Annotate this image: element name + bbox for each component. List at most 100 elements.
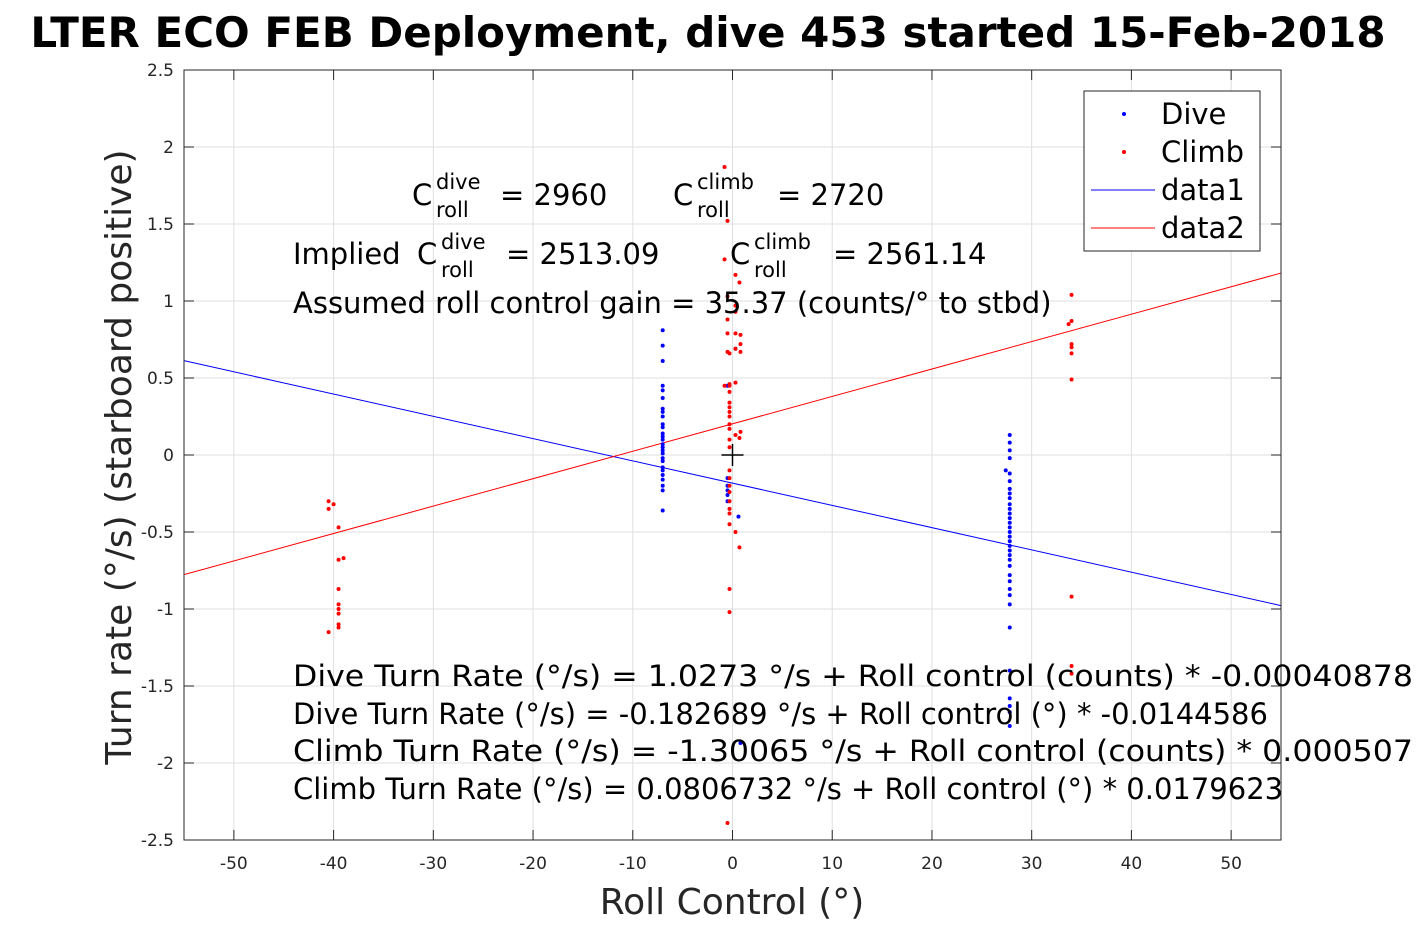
dive-point [1007, 432, 1012, 437]
chart-title: LTER ECO FEB Deployment, dive 453 starte… [30, 8, 1385, 57]
climb-point [341, 556, 346, 561]
dive-point [1007, 704, 1012, 709]
climb-point [733, 309, 738, 314]
climb-point [326, 630, 331, 635]
dive-point [660, 459, 665, 464]
climb-point [727, 445, 732, 450]
dive-point [1007, 586, 1012, 591]
dive-point [660, 456, 665, 461]
climb-point [733, 432, 738, 437]
dive-point [1007, 573, 1012, 578]
dive-point [660, 343, 665, 348]
y-tick-label: -2.5 [141, 831, 174, 851]
climb-point [727, 483, 732, 488]
dive-point [1007, 563, 1012, 568]
climb-point [722, 165, 727, 170]
dive-point [660, 465, 665, 470]
climb-point [733, 303, 738, 308]
data-points [326, 165, 1074, 826]
y-tick-label: -2 [157, 754, 174, 774]
dive-point [1007, 486, 1012, 491]
climb-point [1069, 594, 1074, 599]
legend: Dive Climb data1 data2 [1083, 90, 1261, 252]
climb-point [738, 429, 743, 434]
climb-point [1066, 322, 1071, 327]
climb-point [737, 436, 742, 441]
dive-point [660, 483, 665, 488]
dive-point [725, 493, 730, 498]
dive-point [1007, 557, 1012, 562]
climb-point [727, 426, 732, 431]
climb-point [727, 586, 732, 591]
y-tick-label: 0 [163, 446, 174, 466]
climb-point [733, 272, 738, 277]
dive-point [1007, 440, 1012, 445]
x-tick-label: 20 [921, 854, 943, 874]
climb-point [326, 506, 331, 511]
climb-point [336, 525, 341, 530]
climb-point [336, 625, 341, 630]
climb-point [738, 342, 743, 347]
climb-point [336, 607, 341, 611]
dive-point [1007, 539, 1012, 544]
dive-point [660, 328, 665, 333]
dive-point [1007, 511, 1012, 516]
climb-point [727, 414, 732, 419]
climb-point [331, 502, 336, 507]
climb-point [727, 499, 732, 504]
dive-point [660, 473, 665, 478]
climb-point [725, 821, 730, 826]
climb-point [733, 530, 738, 534]
climb-point [737, 545, 742, 550]
climb-point [336, 557, 341, 562]
dive-point [660, 396, 665, 401]
climb-point [1069, 345, 1074, 350]
climb-point [722, 383, 727, 388]
roll-gain-label: Assumed roll control gain = 35.37 (count… [293, 286, 1052, 320]
climb-equation-counts: Climb Turn Rate (°/s) = -1.30065 °/s + R… [293, 734, 1413, 768]
fit-line-data2 [183, 272, 1282, 576]
climb-point [727, 351, 732, 356]
climb-point [1069, 342, 1074, 347]
dive-point [1007, 471, 1012, 476]
climb-point [725, 331, 730, 336]
y-tick-label: -1 [157, 600, 174, 620]
dive-point [1007, 479, 1012, 484]
climb-point [722, 257, 727, 262]
climb-point [738, 332, 743, 337]
climb-point [326, 499, 331, 504]
climb-point [737, 280, 742, 285]
x-tick-label: -20 [519, 854, 547, 874]
dive-point [1007, 530, 1012, 534]
dive-point [1007, 724, 1012, 729]
dive-point [736, 514, 741, 519]
x-tick-label: -40 [320, 854, 348, 874]
dive-point [660, 477, 665, 482]
climb-point [727, 400, 732, 405]
dive-point [1007, 520, 1012, 525]
dive-point [660, 468, 665, 473]
dive-point [660, 442, 665, 447]
climb-point [733, 380, 738, 385]
x-axis-label: Roll Control (°) [600, 882, 865, 923]
x-tick-label: 40 [1121, 854, 1143, 874]
climb-point [727, 476, 732, 481]
legend-label-climb: Climb [1161, 135, 1244, 169]
axis-ticks [184, 69, 1281, 841]
dive-point [738, 740, 743, 745]
legend-marker-dive [1122, 112, 1126, 116]
dive-point [660, 434, 665, 439]
climb-point [727, 422, 732, 427]
dive-point [660, 383, 665, 388]
dive-point [1007, 602, 1012, 607]
dive-point [1007, 548, 1012, 553]
climb-point [733, 346, 738, 351]
climb-point [1069, 351, 1074, 356]
legend-label-data2: data2 [1161, 211, 1245, 245]
dive-point [1007, 579, 1012, 584]
climb-point [1069, 292, 1074, 297]
